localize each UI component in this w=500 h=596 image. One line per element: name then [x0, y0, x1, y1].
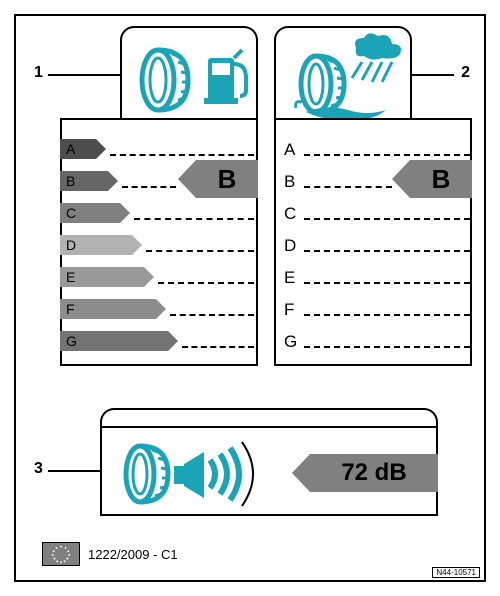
eu-flag-icon	[42, 542, 80, 566]
fuel-bar-tip	[156, 299, 166, 319]
tire-noise-icon	[106, 430, 276, 516]
wet-row-label: D	[284, 236, 296, 256]
wet-row-dash	[304, 154, 470, 156]
wet-row-dash	[304, 314, 470, 316]
wet-row-dash	[304, 346, 470, 348]
wet-row-label: G	[284, 332, 297, 352]
regulation-text: 1222/2009 - C1	[88, 547, 178, 562]
callout-1-number: 1	[34, 64, 43, 82]
wet-row-label: A	[284, 140, 295, 160]
fuel-row-dash	[146, 250, 254, 252]
fuel-bar-label: F	[66, 299, 75, 319]
diagram-frame: 1 2 3	[14, 14, 486, 582]
fuel-bar-tip	[120, 203, 130, 223]
fuel-row-dash	[122, 186, 176, 188]
fuel-panel-body: B ABCDEFG	[60, 118, 258, 366]
fuel-bar-label: B	[66, 171, 75, 191]
fuel-bar-label: E	[66, 267, 75, 287]
wet-row-dash	[304, 282, 470, 284]
fuel-row: A	[60, 138, 258, 170]
wet-row: F	[276, 298, 474, 330]
fuel-bar-tip	[132, 235, 142, 255]
tire-rain-icon	[276, 28, 414, 122]
fuel-row: D	[60, 234, 258, 266]
fuel-row-dash	[170, 314, 254, 316]
wet-row: G	[276, 330, 474, 362]
wet-row: D	[276, 234, 474, 266]
wet-panel-header	[274, 26, 412, 120]
fuel-bar-tip	[108, 171, 118, 191]
noise-panel-body: 72 dB	[100, 426, 438, 516]
wet-row: C	[276, 202, 474, 234]
fuel-row: C	[60, 202, 258, 234]
wet-row-dash	[304, 250, 470, 252]
fuel-row: E	[60, 266, 258, 298]
wet-row: E	[276, 266, 474, 298]
fuel-row: B	[60, 170, 258, 202]
callout-3-number: 3	[34, 460, 43, 478]
fuel-bar-tip	[168, 331, 178, 351]
wet-row: A	[276, 138, 474, 170]
fuel-row-dash	[134, 218, 254, 220]
fuel-bar-label: D	[66, 235, 76, 255]
fuel-row-dash	[158, 282, 254, 284]
fuel-panel-header	[120, 26, 258, 120]
fuel-bar-label: A	[66, 139, 75, 159]
fuel-bar-label: C	[66, 203, 76, 223]
noise-panel-header	[100, 408, 438, 428]
image-id: N44-10571	[432, 567, 480, 578]
fuel-bar-tip	[144, 267, 154, 287]
wet-row-dash	[304, 218, 470, 220]
fuel-row-dash	[182, 346, 254, 348]
noise-value-arrow: 72 dB	[292, 454, 438, 492]
wet-panel-body: B ABCDEFG	[274, 118, 472, 366]
fuel-row: F	[60, 298, 258, 330]
wet-row-label: C	[284, 204, 296, 224]
fuel-bar-label: G	[66, 331, 77, 351]
noise-value: 72 dB	[310, 454, 438, 492]
wet-row-label: E	[284, 268, 295, 288]
wet-row-label: F	[284, 300, 294, 320]
wet-row: B	[276, 170, 474, 202]
fuel-row: G	[60, 330, 258, 362]
fuel-bar-tip	[96, 139, 106, 159]
fuel-row-dash	[110, 154, 254, 156]
callout-2-number: 2	[461, 64, 470, 82]
wet-row-dash	[304, 186, 392, 188]
tire-fuel-icon	[122, 28, 260, 122]
wet-row-label: B	[284, 172, 295, 192]
